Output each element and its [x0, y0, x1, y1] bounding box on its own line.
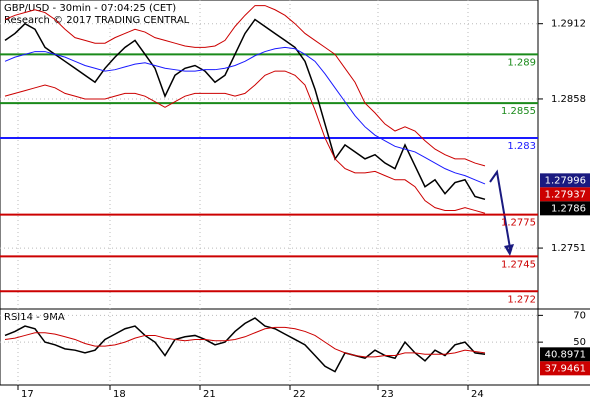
forecast-arrowhead: [504, 244, 514, 256]
price-marker: [540, 361, 590, 376]
y-tick-label: 1.2912: [551, 19, 586, 30]
series-line: [4, 46, 486, 185]
x-tick-label: 22: [293, 389, 306, 400]
level-label: 1.289: [507, 57, 536, 68]
x-tick-label: 18: [113, 389, 126, 400]
forecast-arrow: [489, 169, 511, 249]
price-marker-label: 1.27937: [545, 189, 586, 200]
level-label: 1.2745: [501, 259, 536, 270]
rsi-title: RSI14 - 9MA: [4, 312, 65, 323]
y-tick-label: 50: [573, 337, 586, 348]
price-marker: [540, 201, 590, 216]
chart-subtitle: Research © 2017 TRADING CENTRAL: [4, 15, 190, 26]
x-tick-label: 17: [21, 389, 34, 400]
level-label: 1.272: [507, 294, 536, 305]
series-line: [4, 317, 486, 373]
price-marker-label: 1.2786: [551, 203, 586, 214]
series-line: [4, 70, 486, 214]
level-label: 1.283: [507, 141, 536, 152]
price-marker-label: 40.8971: [545, 349, 586, 360]
price-marker-label: 37.9461: [545, 363, 586, 374]
x-tick-label: 24: [471, 389, 484, 400]
series-line: [4, 326, 486, 358]
x-tick-label: 23: [381, 389, 394, 400]
level-label: 1.2855: [501, 106, 536, 117]
plot-frame: [0, 0, 539, 386]
price-marker-label: 1.27996: [545, 175, 586, 186]
y-tick-label: 1.2751: [551, 243, 586, 254]
y-tick-label: 1.2858: [551, 94, 586, 105]
price-marker: [540, 187, 590, 202]
x-tick-label: 21: [203, 389, 216, 400]
price-marker: [540, 173, 590, 188]
chart-title: GBP/USD - 30min - 07:04:25 (CET): [4, 3, 176, 14]
series-line: [4, 18, 486, 201]
series-line: [4, 5, 486, 167]
level-label: 1.2775: [501, 218, 536, 229]
price-marker: [540, 347, 590, 362]
y-tick-label: 70: [573, 310, 586, 321]
